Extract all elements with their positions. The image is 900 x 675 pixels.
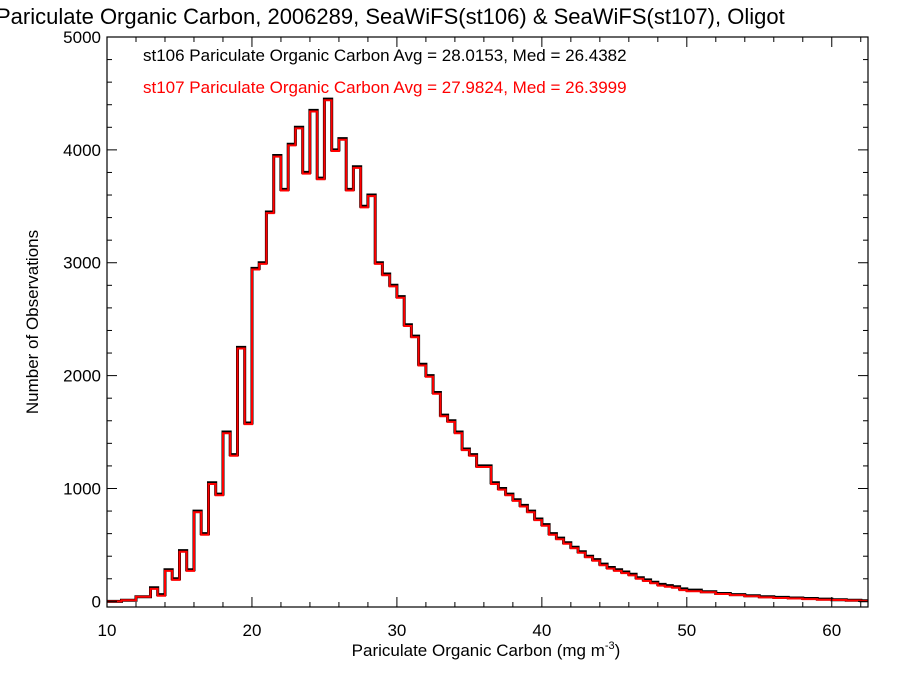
x-tick-label: 20 bbox=[242, 621, 261, 640]
y-tick-label: 4000 bbox=[63, 141, 101, 160]
x-tick-label: 40 bbox=[532, 621, 551, 640]
y-tick-label: 2000 bbox=[63, 367, 101, 386]
x-axis-label-end: ) bbox=[615, 641, 621, 660]
x-axis-label-main: Pariculate Organic Carbon (mg m bbox=[352, 641, 605, 660]
y-tick-label: 3000 bbox=[63, 254, 101, 273]
x-tick-label: 10 bbox=[98, 621, 117, 640]
y-axis-label: Number of Observations bbox=[23, 230, 42, 414]
plot-area bbox=[107, 97, 868, 603]
series-line-st107 bbox=[107, 99, 868, 603]
plot-frame bbox=[106, 36, 869, 608]
y-tick-label: 1000 bbox=[63, 479, 101, 498]
x-tick-label: 30 bbox=[387, 621, 406, 640]
x-tick-label: 50 bbox=[677, 621, 696, 640]
x-axis-label-sup: -3 bbox=[605, 640, 615, 652]
axes: 10 20 30 40 50 60 0 1000 2000 3000 4000 5000 bbox=[63, 28, 869, 640]
y-tick-label: 0 bbox=[92, 592, 101, 611]
y-tick-label: 5000 bbox=[63, 28, 101, 47]
series-annotation-st106: st106 Pariculate Organic Carbon Avg = 28… bbox=[143, 46, 627, 65]
series-annotation-st107: st107 Pariculate Organic Carbon Avg = 27… bbox=[143, 78, 627, 97]
chart-title: Pariculate Organic Carbon, 2006289, SeaW… bbox=[0, 4, 785, 29]
series-line-st106 bbox=[107, 97, 868, 603]
x-axis-label: Pariculate Organic Carbon (mg m-3) bbox=[352, 640, 621, 660]
x-tick-label: 60 bbox=[822, 621, 841, 640]
